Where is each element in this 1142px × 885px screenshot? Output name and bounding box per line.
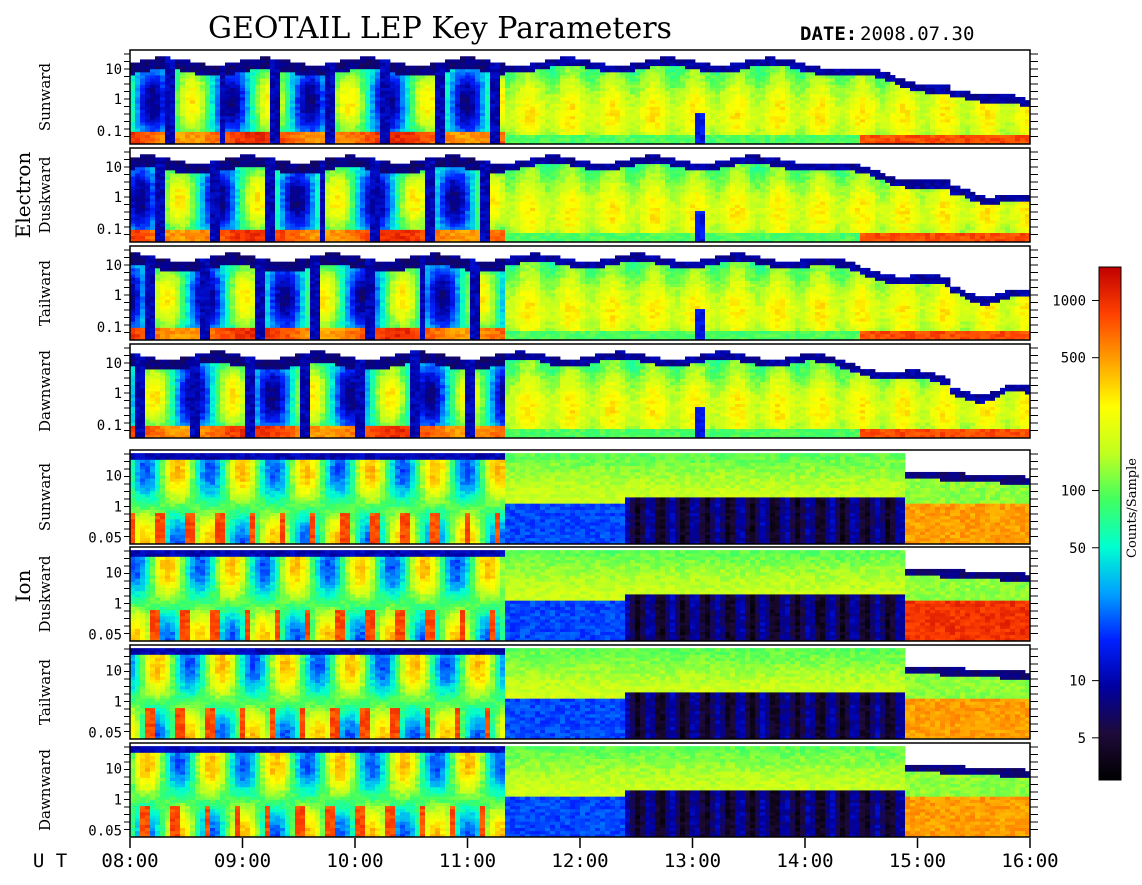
electron-panel-3: Dawnward 10 1 0.1 [36, 344, 1038, 438]
y-tick-label: 0.1 [97, 222, 122, 238]
date-value: 2008.07.30 [860, 23, 974, 45]
electron-panel-1: Duskward 10 1 0.1 [36, 148, 1038, 242]
y-tick-label: 0.1 [97, 418, 122, 434]
panel-label-dawnward: Dawnward [36, 350, 54, 432]
group-label-electron: Electron [11, 152, 35, 239]
group-label-ion: Ion [11, 569, 35, 602]
ion-panel-2: Tailward 10 1 0.05 [36, 645, 1038, 741]
y-tick-label: 0.05 [88, 627, 122, 643]
time-axis-label: U T [33, 850, 67, 872]
time-tick-label: 09:00 [214, 850, 271, 872]
y-tick-label: 10 [105, 356, 122, 372]
panel-label-duskward: Duskward [36, 156, 54, 233]
y-tick-label: 10 [105, 663, 122, 679]
colorbar-gradient [1099, 267, 1121, 780]
y-tick-label: 10 [105, 468, 122, 484]
spectrogram-panels: Sunward 10 1 0.1 Duskward 10 1 0.1 Tailward 10 1 0.… [36, 50, 1038, 839]
ion-panel-0: Sunward 10 1 0.05 [36, 450, 1038, 546]
ion-panel-1: Duskward 10 1 0.05 [36, 547, 1038, 643]
time-tick-label: 14:00 [776, 850, 833, 872]
electron-panel-0: Sunward 10 1 0.1 [36, 50, 1038, 144]
y-tick-label: 10 [105, 565, 122, 581]
colorbar-tick-label: 5 [1078, 731, 1086, 747]
electron-panel-2: Tailward 10 1 0.1 [36, 246, 1038, 340]
y-tick-label: 0.05 [88, 823, 122, 839]
colorbar-label: Counts/Sample [1125, 458, 1140, 558]
y-tick-label: 1 [114, 386, 122, 402]
y-tick-label: 0.1 [97, 124, 122, 140]
time-tick-label: 08:00 [101, 850, 158, 872]
panel-label-sunward: Sunward [36, 463, 54, 532]
panel-label-duskward: Duskward [36, 555, 54, 632]
chart-title: GEOTAIL LEP Key Parameters [208, 11, 672, 46]
panel-label-dawnward: Dawnward [36, 749, 54, 831]
y-tick-label: 0.05 [88, 530, 122, 546]
y-tick-label: 10 [105, 258, 122, 274]
colorbar-tick-label: 500 [1061, 351, 1086, 367]
y-tick-label: 0.05 [88, 725, 122, 741]
y-tick-label: 1 [114, 596, 122, 612]
date-label: DATE: [800, 23, 857, 45]
colorbar-tick-label: 1000 [1052, 293, 1086, 309]
y-tick-label: 1 [114, 190, 122, 206]
y-tick-label: 1 [114, 499, 122, 515]
ion-panel-3: Dawnward 10 1 0.05 [36, 743, 1038, 839]
time-tick-label: 16:00 [1001, 850, 1058, 872]
time-tick-label: 11:00 [439, 850, 496, 872]
y-tick-label: 10 [105, 761, 122, 777]
time-tick-label: 13:00 [664, 850, 721, 872]
y-tick-label: 10 [105, 160, 122, 176]
y-tick-label: 0.1 [97, 320, 122, 336]
time-axis: U T 08:00 09:00 10:00 11:00 12:00 13:00 14:00 1… [33, 838, 1059, 872]
y-tick-label: 1 [114, 92, 122, 108]
colorbar-tick-label: 10 [1069, 674, 1086, 690]
y-tick-label: 1 [114, 288, 122, 304]
time-tick-label: 10:00 [326, 850, 383, 872]
panel-label-sunward: Sunward [36, 63, 54, 132]
y-tick-label: 1 [114, 694, 122, 710]
time-tick-label: 12:00 [551, 850, 608, 872]
colorbar: Counts/Sample 1000 500 100 50 10 5 [1052, 267, 1140, 780]
y-tick-label: 10 [105, 62, 122, 78]
colorbar-tick-label: 100 [1061, 484, 1086, 500]
colorbar-tick-label: 50 [1069, 541, 1086, 557]
panel-label-tailward: Tailward [36, 659, 54, 725]
y-tick-label: 1 [114, 792, 122, 808]
time-tick-label: 15:00 [889, 850, 946, 872]
panel-label-tailward: Tailward [36, 260, 54, 326]
